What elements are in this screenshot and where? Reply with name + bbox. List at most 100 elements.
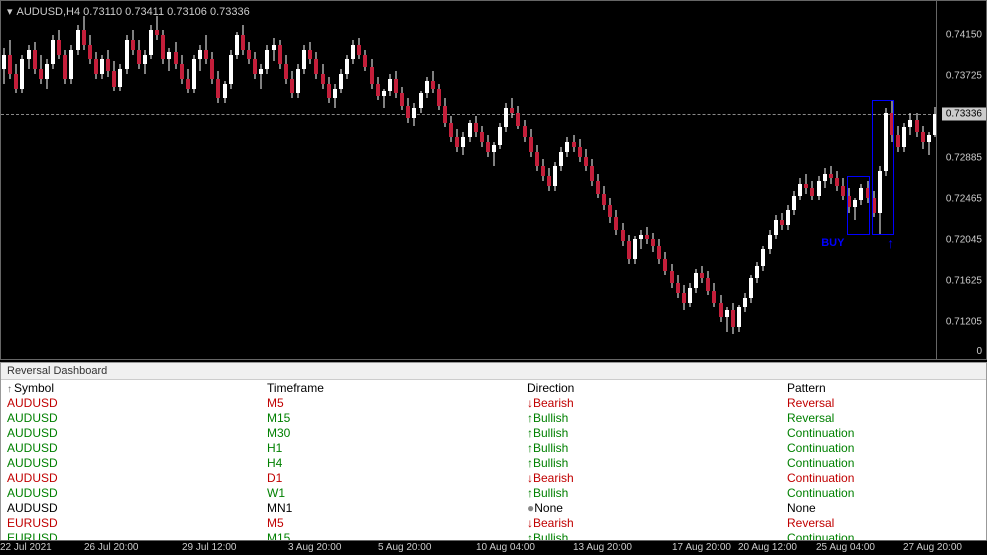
candle (327, 1, 331, 361)
time-tick: 20 Aug 12:00 (738, 542, 797, 553)
candle (8, 1, 12, 361)
chart-title-text: AUDUSD,H4 0.73110 0.73411 0.73106 0.7333… (17, 6, 250, 18)
candle (155, 1, 159, 361)
price-tick: 0.72885 (946, 153, 982, 164)
header-timeframe[interactable]: Timeframe (267, 381, 527, 395)
cell-direction: ↑Bullish (527, 486, 787, 501)
candle (510, 1, 514, 361)
header-symbol[interactable]: Symbol (7, 381, 267, 395)
chevron-down-icon[interactable]: ▾ (7, 5, 13, 18)
candle (406, 1, 410, 361)
candle (749, 1, 753, 361)
candle (131, 1, 135, 361)
candle (106, 1, 110, 361)
direction-arrow-icon: ↓ (527, 516, 533, 530)
candle (94, 1, 98, 361)
candle (755, 1, 759, 361)
direction-arrow-icon: ↑ (527, 426, 533, 440)
price-tick: 0.71205 (946, 316, 982, 327)
candle (265, 1, 269, 361)
dashboard-row[interactable]: AUDUSDM5↓BearishReversal (1, 396, 986, 411)
direction-arrow-icon: ● (527, 501, 534, 515)
candle (443, 1, 447, 361)
cell-pattern: Reversal (787, 411, 980, 426)
buy-signal-label: BUY (821, 237, 844, 249)
candle (431, 1, 435, 361)
candle (915, 1, 919, 361)
candle (167, 1, 171, 361)
candle (621, 1, 625, 361)
candle (143, 1, 147, 361)
candle (614, 1, 618, 361)
candle (725, 1, 729, 361)
candle (125, 1, 129, 361)
dashboard-row[interactable]: AUDUSDH1↑BullishContinuation (1, 441, 986, 456)
time-tick: 22 Jul 2021 (0, 542, 52, 553)
candle (786, 1, 790, 361)
candle (474, 1, 478, 361)
dashboard-row[interactable]: EURUSDM5↓BearishReversal (1, 516, 986, 531)
candle (682, 1, 686, 361)
candle (523, 1, 527, 361)
candle (498, 1, 502, 361)
candle (100, 1, 104, 361)
candle (382, 1, 386, 361)
cell-timeframe: MN1 (267, 501, 527, 516)
candle (425, 1, 429, 361)
dashboard-row[interactable]: AUDUSDMN1●NoneNone (1, 501, 986, 516)
candle (737, 1, 741, 361)
dashboard-title: Reversal Dashboard (1, 363, 986, 380)
buy-signal-box-1 (847, 176, 869, 234)
candle (700, 1, 704, 361)
dashboard-row[interactable]: AUDUSDH4↑BullishContinuation (1, 456, 986, 471)
candle (559, 1, 563, 361)
candle (88, 1, 92, 361)
candle (651, 1, 655, 361)
header-pattern[interactable]: Pattern (787, 381, 980, 395)
candle (480, 1, 484, 361)
candle (333, 1, 337, 361)
candle (174, 1, 178, 361)
candle (192, 1, 196, 361)
candle (69, 1, 73, 361)
dashboard-row[interactable]: AUDUSDM15↑BullishReversal (1, 411, 986, 426)
candle (363, 1, 367, 361)
candle (412, 1, 416, 361)
direction-arrow-icon: ↑ (527, 441, 533, 455)
price-tick: 0.72045 (946, 234, 982, 245)
candle (400, 1, 404, 361)
cell-timeframe: M30 (267, 426, 527, 441)
candle (774, 1, 778, 361)
chart-area[interactable]: ▾ AUDUSD,H4 0.73110 0.73411 0.73106 0.73… (0, 0, 987, 360)
candle (639, 1, 643, 361)
reversal-dashboard: Reversal Dashboard Symbol Timeframe Dire… (0, 362, 987, 547)
candle (308, 1, 312, 361)
time-tick: 26 Jul 20:00 (84, 542, 139, 553)
dashboard-row[interactable]: AUDUSDW1↑BullishContinuation (1, 486, 986, 501)
candle (743, 1, 747, 361)
candle (627, 1, 631, 361)
cell-symbol: AUDUSD (7, 471, 267, 486)
cell-pattern: Reversal (787, 396, 980, 411)
price-tick: 0.74150 (946, 30, 982, 41)
direction-arrow-icon: ↑ (527, 456, 533, 470)
time-tick: 13 Aug 20:00 (573, 542, 632, 553)
candle (39, 1, 43, 361)
cell-symbol: AUDUSD (7, 441, 267, 456)
candle (902, 1, 906, 361)
candle (112, 1, 116, 361)
dashboard-row[interactable]: AUDUSDD1↓BearishContinuation (1, 471, 986, 486)
candle (388, 1, 392, 361)
candle (210, 1, 214, 361)
dashboard-header[interactable]: Symbol Timeframe Direction Pattern (1, 380, 986, 396)
dashboard-row[interactable]: AUDUSDM30↑BullishContinuation (1, 426, 986, 441)
candle (229, 1, 233, 361)
header-direction[interactable]: Direction (527, 381, 787, 395)
time-tick: 29 Jul 12:00 (182, 542, 237, 553)
candle (2, 1, 6, 361)
cell-timeframe: W1 (267, 486, 527, 501)
candle (14, 1, 18, 361)
candle (394, 1, 398, 361)
cell-pattern: Continuation (787, 426, 980, 441)
candle (608, 1, 612, 361)
